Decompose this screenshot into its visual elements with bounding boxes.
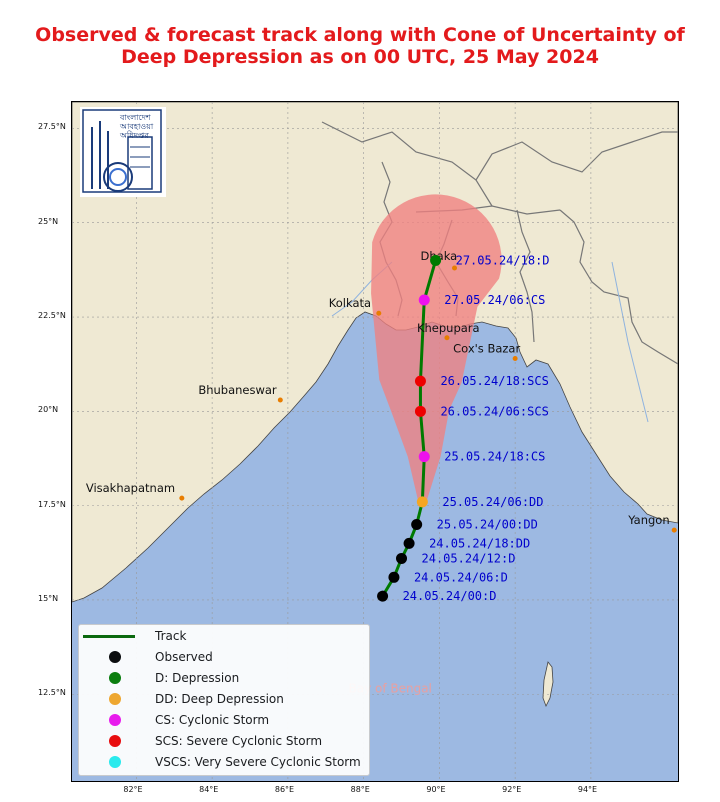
legend-track-swatch [83, 635, 135, 638]
track-point-label: 24.05.24/18:DD [429, 536, 530, 550]
bmd-logo: বাংলাদেশ আবহাওয়া অধিদপ্তর [80, 107, 166, 197]
legend-item-deep-depression: DD: Deep Depression [79, 690, 369, 710]
legend-swatch [109, 672, 121, 684]
y-tick-label: 20°N [38, 405, 59, 415]
legend-swatch [109, 735, 121, 747]
legend-label: VSCS: Very Severe Cyclonic Storm [155, 755, 361, 769]
y-tick-label: 17.5°N [38, 499, 66, 509]
cone-of-uncertainty [371, 194, 502, 506]
track-point-label: 25.05.24/06:DD [442, 495, 543, 509]
track-point-label: 26.05.24/06:SCS [440, 404, 548, 418]
city-label: Dhaka [421, 249, 458, 263]
bmd-logo-emblem [82, 109, 162, 193]
logo-text: বাংলাদেশ আবহাওয়া অধিদপ্তর [120, 113, 153, 140]
x-tick-label: 86°E [274, 785, 295, 794]
track-point-marker [418, 294, 430, 306]
andaman-islands [542, 661, 554, 707]
city-label: Kolkata [329, 296, 371, 310]
cities: Dhaka Kolkata Khepupara Cox's Bazar Bhubanes… [86, 249, 677, 533]
legend-item-cyclonic-storm: CS: Cyclonic Storm [79, 711, 369, 731]
legend-item-track: Track [79, 627, 369, 647]
track-point-marker [418, 451, 430, 463]
title-line-1: Observed & forecast track along with Con… [35, 24, 685, 46]
map-title: Observed & forecast track along with Con… [0, 24, 720, 68]
track-point-label: 24.05.24/12:D [422, 551, 516, 565]
track-point-marker [388, 571, 400, 583]
city-marker [671, 527, 677, 533]
legend-label: DD: Deep Depression [155, 692, 284, 706]
logo-text-line-2: আবহাওয়া [120, 122, 154, 131]
x-tick-label: 84°E [199, 785, 219, 794]
logo-text-line-3: অধিদপ্তর [120, 131, 149, 140]
legend-label: Track [155, 629, 187, 643]
legend-label: D: Depression [155, 671, 240, 685]
track-point-marker [430, 254, 442, 266]
y-tick-label: 27.5°N [38, 122, 66, 132]
legend-swatch [109, 714, 121, 726]
logo-text-line-1: বাংলাদেশ [120, 113, 151, 122]
legend-label: CS: Cyclonic Storm [155, 713, 270, 727]
track-point-label: 24.05.24/06:D [414, 570, 508, 584]
legend-item-very-severe-cyclonic-storm: VSCS: Very Severe Cyclonic Storm [79, 753, 369, 773]
legend-item-depression: D: Depression [79, 669, 369, 689]
city-label: Bhubaneswar [198, 383, 277, 397]
track-point-label: 25.05.24/18:CS [444, 450, 545, 464]
y-tick-label: 12.5°N [38, 688, 66, 698]
legend-label: SCS: Severe Cyclonic Storm [155, 734, 323, 748]
track-points: 24.05.24/00:D24.05.24/06:D24.05.24/12:D2… [377, 253, 550, 603]
track-point-label: 27.05.24/06:CS [444, 293, 545, 307]
legend-swatch [109, 693, 121, 705]
city-marker [376, 310, 382, 316]
track-point-marker [411, 518, 423, 530]
map-legend: Track Observed D: Depression DD: Deep De… [78, 624, 370, 776]
x-tick-label: 94°E [577, 785, 598, 794]
y-tick-label: 22.5°N [38, 311, 66, 321]
x-tick-label: 88°E [350, 785, 370, 794]
legend-swatch [109, 651, 121, 663]
track-point-label: 24.05.24/00:D [403, 589, 497, 603]
city-label: Visakhapatnam [86, 481, 175, 495]
y-tick-label: 15°N [38, 593, 59, 603]
city-marker [444, 335, 450, 341]
legend-item-severe-cyclonic-storm: SCS: Severe Cyclonic Storm [79, 732, 369, 752]
y-tick-label: 25°N [38, 216, 59, 226]
title-line-2: Deep Depression as on 00 UTC, 25 May 202… [121, 46, 599, 68]
legend-label: Observed [155, 650, 213, 664]
legend-swatch [109, 756, 121, 768]
track-point-label: 27.05.24/18:D [456, 253, 550, 267]
track-point-marker [377, 590, 389, 602]
city-marker [452, 265, 458, 271]
legend-item-observed: Observed [79, 648, 369, 668]
city-label: Yangon [627, 513, 669, 527]
x-tick-label: 92°E [502, 785, 522, 794]
track-point-marker [416, 496, 428, 508]
track-point-marker [414, 375, 426, 387]
x-tick-label: 82°E [123, 785, 143, 794]
city-marker [277, 397, 283, 403]
city-marker [179, 495, 185, 501]
track-point-marker [403, 537, 415, 549]
city-label: Cox's Bazar [453, 342, 520, 356]
x-tick-label: 90°E [426, 785, 446, 794]
track-point-marker [414, 405, 426, 417]
track-point-label: 26.05.24/18:SCS [440, 374, 548, 388]
city-label: Khepupara [417, 321, 480, 335]
track-point-marker [396, 552, 408, 564]
track-point-label: 25.05.24/00:DD [437, 517, 538, 531]
city-marker [512, 356, 518, 362]
